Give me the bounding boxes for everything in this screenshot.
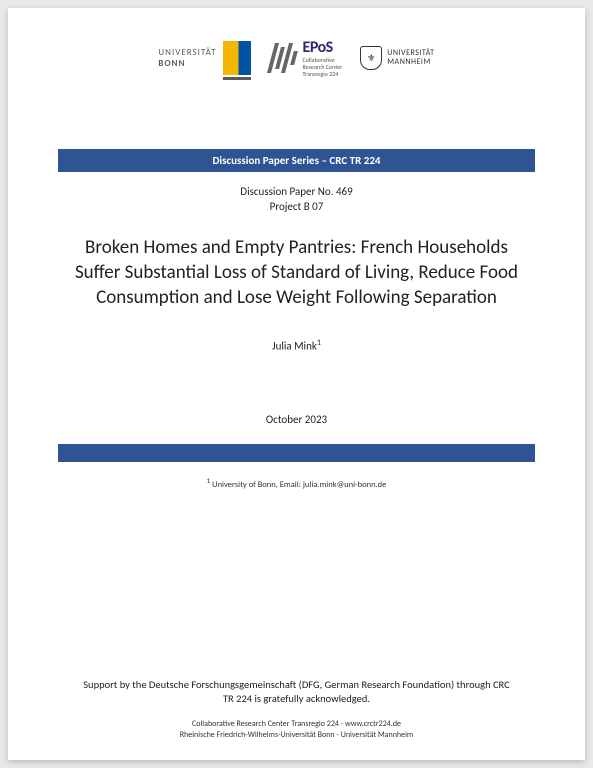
author-line: Julia Mink1 — [58, 338, 535, 353]
bonn-logo-icon — [223, 41, 251, 75]
epos-title: EPoS — [303, 38, 343, 57]
series-bar: Discussion Paper Series – CRC TR 224 — [58, 149, 535, 172]
epos-stripes-icon — [269, 41, 299, 75]
footer-line2: Rheinische Friedrich-Wilhelms-Universitä… — [58, 730, 535, 740]
paper-date: October 2023 — [58, 413, 535, 426]
support-text: Support by the Deutsche Forschungsgemein… — [58, 678, 535, 705]
logo-mannheim: UNIVERSITÄT MANNHEIM — [360, 46, 434, 70]
project-number: Project B 07 — [58, 199, 535, 214]
footer-line1: Collaborative Research Center Transregio… — [58, 719, 535, 729]
logos-row: UNIVERSITÄT BONN EPoS Collaborative Rese… — [58, 38, 535, 79]
mannheim-crest-icon — [360, 46, 382, 70]
bonn-label-name: BONN — [158, 58, 216, 69]
mannheim-text-block: UNIVERSITÄT MANNHEIM — [387, 49, 434, 67]
spacer — [58, 490, 535, 678]
divider-bar — [58, 444, 535, 462]
epos-text-block: EPoS Collaborative Research Center Trans… — [303, 38, 343, 79]
author-sup: 1 — [317, 338, 321, 348]
author-name: Julia Mink — [272, 340, 317, 353]
logo-epos: EPoS Collaborative Research Center Trans… — [269, 38, 343, 79]
affiliation-text: University of Bonn, Email: julia.mink@un… — [210, 480, 386, 490]
paper-number-block: Discussion Paper No. 469 Project B 07 — [58, 184, 535, 215]
paper-page: UNIVERSITÄT BONN EPoS Collaborative Rese… — [8, 8, 585, 760]
logo-bonn-text: UNIVERSITÄT BONN — [158, 47, 216, 69]
logo-bonn: UNIVERSITÄT BONN — [158, 41, 250, 75]
affiliation-line: 1 University of Bonn, Email: julia.mink@… — [58, 476, 535, 490]
epos-sub3: Transregio 224 — [303, 71, 343, 78]
mannheim-line2: MANNHEIM — [387, 58, 434, 67]
bonn-label-univ: UNIVERSITÄT — [158, 47, 216, 58]
paper-title: Broken Homes and Empty Pantries: French … — [58, 236, 535, 310]
footer-block: Collaborative Research Center Transregio… — [58, 719, 535, 740]
paper-number: Discussion Paper No. 469 — [58, 184, 535, 199]
